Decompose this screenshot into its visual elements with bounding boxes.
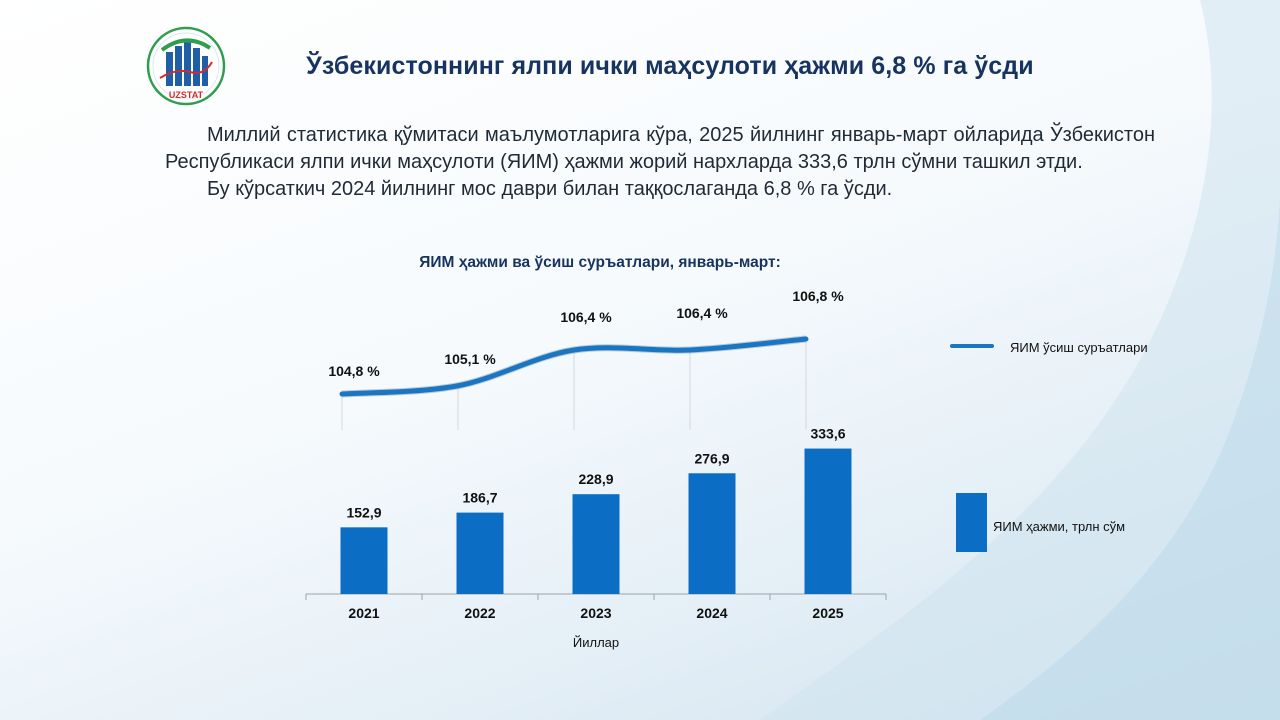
x-tick-label: 2021 (348, 605, 379, 621)
x-tick-label: 2025 (812, 605, 843, 621)
page-title: Ўзбекистоннинг ялпи ички маҳсулоти ҳажми… (306, 52, 1034, 80)
bar-value-label: 152,9 (346, 504, 381, 520)
legend-bar-label: ЯИМ ҳажми, трлн сўм (993, 519, 1126, 534)
bar-2021 (340, 527, 388, 594)
growth-value-label: 106,4 % (676, 305, 728, 321)
svg-text:UZSTAT: UZSTAT (169, 90, 204, 100)
uzstat-logo: UZSTAT (146, 26, 226, 106)
body-paragraph-1: Миллий статистика қўмитаси маълумотлариг… (165, 124, 1155, 173)
growth-value-label: 105,1 % (444, 351, 496, 367)
bar-2023 (572, 494, 620, 594)
body-paragraph-2: Бу кўрсаткич 2024 йилнинг мос даври била… (207, 178, 893, 200)
bar-value-label: 333,6 (810, 426, 845, 442)
legend-bar-marker (956, 493, 987, 552)
growth-value-label: 106,4 % (560, 309, 612, 325)
growth-value-label: 104,8 % (328, 363, 380, 379)
body-text: Миллий статистика қўмитаси маълумотлариг… (165, 122, 1155, 203)
bar-value-label: 276,9 (694, 450, 729, 466)
growth-value-label: 106,8 % (792, 288, 844, 304)
bar-2025 (804, 448, 852, 594)
bar-value-label: 186,7 (462, 490, 497, 506)
x-tick-label: 2023 (580, 605, 611, 621)
bar-2024 (688, 473, 736, 594)
x-tick-label: 2022 (464, 605, 495, 621)
bar-2022 (456, 512, 504, 594)
x-tick-label: 2024 (696, 605, 727, 621)
x-axis-label: Йиллар (572, 635, 620, 650)
legend-line-marker (950, 344, 994, 348)
legend-line-label: ЯИМ ўсиш суръатлари (1010, 340, 1148, 355)
growth-line (339, 336, 809, 397)
bar-value-label: 228,9 (578, 471, 613, 487)
chart-title: ЯИМ ҳажми ва ўсиш суръатлари, январь-мар… (419, 254, 781, 271)
